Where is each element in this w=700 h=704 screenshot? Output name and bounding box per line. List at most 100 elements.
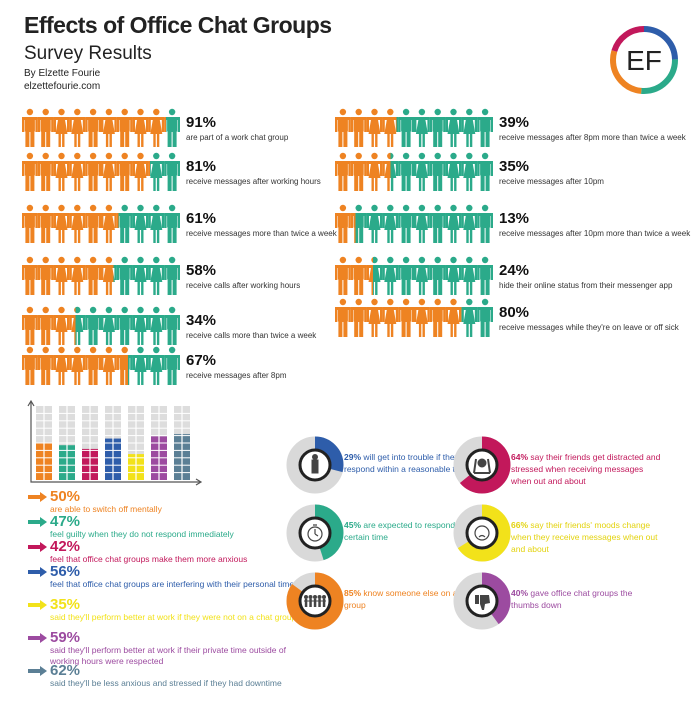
stopwatch-icon xyxy=(307,524,323,542)
person-icon xyxy=(116,346,133,385)
author: By Elzette Fourie xyxy=(24,68,101,79)
person-icon xyxy=(461,152,478,191)
person-icon xyxy=(366,108,383,147)
donut-chart xyxy=(453,504,511,562)
person-icon xyxy=(101,204,117,243)
donut-chart xyxy=(286,436,344,494)
donut-chart xyxy=(453,572,511,630)
stat-percent: 34% xyxy=(186,312,217,329)
legend-caption: feel that office chat groups make them m… xyxy=(50,554,248,564)
pictogram-row xyxy=(22,108,180,147)
bar xyxy=(59,406,75,480)
pictogram-row xyxy=(22,346,180,385)
legend-percent: 50% xyxy=(50,488,81,505)
pictogram-row xyxy=(22,256,180,295)
person-icon xyxy=(382,256,399,295)
person-icon xyxy=(398,298,414,337)
sad-face-icon xyxy=(474,525,490,541)
person-icon xyxy=(22,108,38,147)
arrow-icon xyxy=(28,492,47,502)
stat-percent: 61% xyxy=(186,210,217,227)
person-icon xyxy=(101,108,117,147)
person-icon xyxy=(164,306,180,345)
stat-caption: receive messages after working hours xyxy=(186,177,321,186)
stat-percent: 58% xyxy=(186,262,217,279)
person-icon xyxy=(366,256,383,295)
donut-slice xyxy=(453,504,511,562)
website: elzettefourie.com xyxy=(24,81,101,92)
person-icon xyxy=(22,204,38,243)
arrow-icon xyxy=(28,666,47,676)
person-icon xyxy=(37,152,54,191)
person-icon xyxy=(445,108,462,147)
bar xyxy=(36,406,52,480)
person-icon xyxy=(132,108,149,147)
person-icon xyxy=(132,306,149,345)
legend-caption: said they'll be less anxious and stresse… xyxy=(50,678,282,688)
stat-percent: 39% xyxy=(499,114,530,131)
person-icon xyxy=(414,256,430,295)
head-in-hands-icon xyxy=(473,458,491,474)
person-icon xyxy=(382,152,399,191)
bar-chart xyxy=(27,399,203,486)
person-icon xyxy=(85,256,101,295)
person-icon xyxy=(53,152,70,191)
stat-percent: 67% xyxy=(186,352,217,369)
pictogram-row xyxy=(335,298,493,337)
person-icon xyxy=(335,152,351,191)
stat-percent: 81% xyxy=(186,158,217,175)
legend-caption: feel that office chat groups are interfe… xyxy=(50,579,295,589)
person-icon xyxy=(350,256,367,295)
stat-caption: receive messages after 10pm xyxy=(499,177,604,186)
person-icon xyxy=(445,256,462,295)
donut-percent: 85% xyxy=(344,588,362,598)
donut-chart xyxy=(286,572,344,630)
donut-slice xyxy=(453,436,511,494)
legend-caption: are able to switch off mentally xyxy=(50,504,162,514)
donut-caption: 85% know someone else on a chat group xyxy=(344,587,494,611)
person-icon xyxy=(53,108,70,147)
donut-slice xyxy=(286,572,344,630)
person-icon xyxy=(398,108,414,147)
chart-axes xyxy=(30,402,200,483)
person-icon xyxy=(164,108,180,147)
stat-caption: are part of a work chat group xyxy=(186,133,289,142)
bar xyxy=(82,406,98,480)
stressed-person-icon xyxy=(311,454,319,474)
legend-percent: 42% xyxy=(50,538,81,555)
person-icon xyxy=(414,298,430,337)
legend-percent: 62% xyxy=(50,662,81,679)
donut-slice xyxy=(286,436,344,494)
donut-percent: 40% xyxy=(511,588,529,598)
donut-caption: 45% are expected to respond within a cer… xyxy=(344,519,494,543)
donut-text: will get into trouble if they do not res… xyxy=(344,452,485,474)
person-icon xyxy=(101,256,117,295)
person-icon xyxy=(164,256,180,295)
bar xyxy=(128,406,144,480)
arrow-icon xyxy=(28,600,47,610)
person-icon xyxy=(477,204,493,243)
person-icon xyxy=(414,152,430,191)
bar xyxy=(174,406,190,480)
donut-chart xyxy=(286,504,344,562)
person-icon xyxy=(148,204,165,243)
person-icon xyxy=(477,108,493,147)
stat-caption: receive messages after 10pm more than tw… xyxy=(499,229,691,238)
bar xyxy=(105,406,121,480)
legend-percent: 59% xyxy=(50,629,81,646)
person-icon xyxy=(85,346,101,385)
donut-caption: 64% say their friends get distracted and… xyxy=(511,451,661,487)
pictogram-row xyxy=(335,256,493,295)
person-icon xyxy=(445,204,462,243)
person-icon xyxy=(132,256,149,295)
person-icon xyxy=(132,204,149,243)
stat-percent: 13% xyxy=(499,210,530,227)
pictogram-row xyxy=(335,152,493,191)
person-icon xyxy=(22,306,38,345)
person-icon xyxy=(461,204,478,243)
person-icon xyxy=(37,204,54,243)
person-icon xyxy=(37,256,54,295)
arrow-icon xyxy=(28,567,47,577)
stat-caption: hide their online status from their mess… xyxy=(499,281,673,290)
pictogram-row xyxy=(335,108,493,147)
